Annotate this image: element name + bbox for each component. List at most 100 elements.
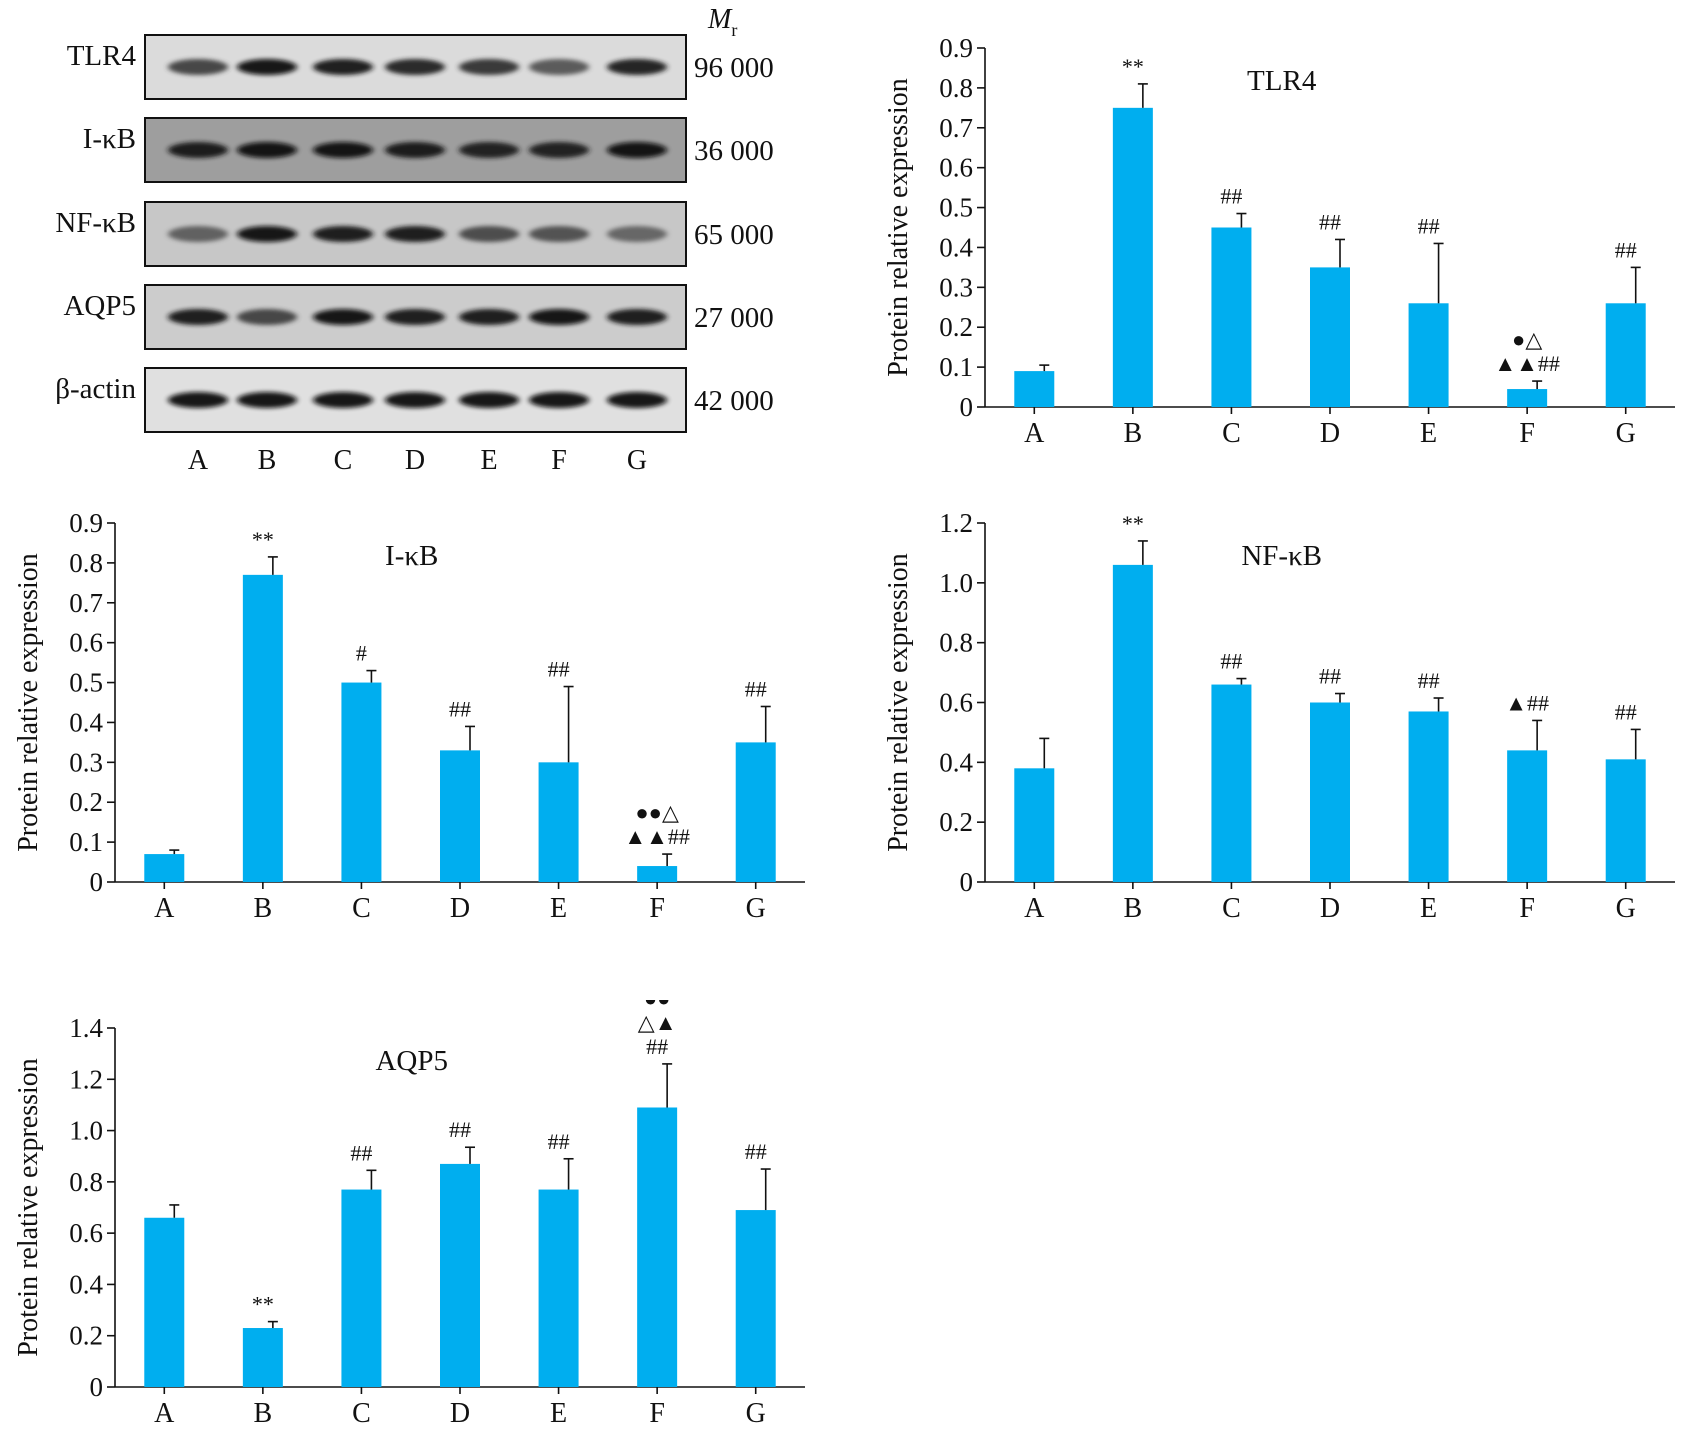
bar (1408, 711, 1449, 882)
blot-row: β-actin 42 000 (55, 367, 774, 433)
y-axis-label: Protein relative expression (883, 78, 914, 377)
blot-band (529, 59, 589, 75)
blot-band (385, 392, 445, 408)
blot-band (237, 226, 297, 242)
chart-title: AQP5 (375, 1045, 448, 1077)
y-tick-label: 0.4 (939, 232, 973, 262)
blot-band (313, 309, 373, 325)
x-tick-label: C (352, 1398, 371, 1429)
aqp5-bar-chart: Protein relative expression 0 0.2 0.4 0.6 0.8… (13, 1000, 805, 1429)
bar (242, 1328, 283, 1387)
y-tick-label: 0.3 (69, 747, 103, 777)
y-tick-label: 0.7 (69, 588, 103, 618)
y-tick-label: 0.1 (69, 827, 103, 857)
bar (637, 1107, 678, 1387)
x-tick-label: A (1024, 893, 1045, 924)
x-tick-label: F (649, 893, 665, 924)
blot-band (459, 309, 519, 325)
bar (1310, 702, 1350, 882)
blot-band (607, 226, 667, 242)
bar (637, 866, 678, 882)
x-tick-label: F (1519, 893, 1535, 924)
significance-label: ## (745, 676, 767, 701)
bar (735, 1210, 776, 1387)
significance-label: ## (350, 1140, 372, 1165)
significance-label: ▲▲## (624, 824, 690, 849)
significance-label: ●●△ (635, 800, 679, 825)
significance-label: △▲ (638, 1010, 677, 1035)
blot-row-label: NF-κB (55, 207, 136, 239)
significance-label: ## (646, 1034, 668, 1059)
bar (1211, 227, 1252, 407)
significance-label: ## (1418, 668, 1440, 693)
significance-label: ▲## (1505, 690, 1549, 715)
blot-band (607, 309, 667, 325)
significance-label: ** (252, 1292, 274, 1317)
significance-label: ## (548, 657, 570, 682)
blot-band (168, 59, 228, 75)
y-tick-label: 0.6 (939, 153, 973, 183)
x-tick-label: C (1222, 893, 1241, 924)
bar (1014, 371, 1055, 407)
bar (1112, 564, 1153, 882)
bar (538, 1189, 579, 1387)
y-tick-label: 0.5 (69, 668, 103, 698)
x-tick-label: E (550, 893, 567, 924)
x-tick-label: A (154, 1398, 175, 1429)
y-tick-label: 1.2 (939, 508, 973, 538)
x-tick-label: F (1519, 418, 1535, 449)
y-tick-label: 0.4 (69, 707, 103, 737)
blot-row: I-κB 36 000 (83, 117, 774, 183)
blot-lane-label: F (551, 445, 567, 476)
blot-band (385, 59, 445, 75)
significance-label: ## (1615, 237, 1637, 262)
significance-label: ## (1319, 664, 1341, 689)
y-tick-label: 0 (90, 867, 104, 897)
y-tick-label: 0.8 (939, 73, 973, 103)
blot-row-label: I-κB (83, 123, 136, 155)
y-tick-label: 0 (960, 867, 974, 897)
blot-band (168, 142, 228, 158)
x-tick-label: D (1320, 418, 1340, 449)
blot-band (237, 59, 297, 75)
bar (341, 682, 382, 882)
y-tick-label: 0.1 (939, 352, 973, 382)
significance-label: ## (449, 1117, 471, 1142)
blot-band (168, 309, 228, 325)
y-tick-label: 0 (90, 1372, 104, 1402)
bar (1014, 768, 1055, 882)
blot-band (237, 392, 297, 408)
significance-label: ●● (644, 1000, 671, 1011)
y-tick-label: 0.2 (69, 787, 103, 817)
bar (144, 1217, 185, 1387)
x-tick-label: B (1124, 893, 1143, 924)
x-tick-label: B (254, 893, 273, 924)
x-tick-label: D (450, 893, 470, 924)
blot-band (168, 226, 228, 242)
y-tick-label: 0.9 (939, 33, 973, 63)
blot-band (313, 392, 373, 408)
y-tick-label: 0.6 (69, 628, 103, 658)
y-tick-label: 0.2 (69, 1321, 103, 1351)
blot-band (459, 59, 519, 75)
western-blot-panel: TLR4 96 000 I-κB 36 000 NF-κB 65 000 AQP5 27 00… (55, 4, 774, 476)
blot-lane-label: B (258, 445, 277, 476)
y-tick-label: 0.6 (69, 1218, 103, 1248)
bar (1507, 750, 1548, 882)
x-tick-label: E (550, 1398, 567, 1429)
bar (1408, 303, 1449, 407)
bar (1605, 759, 1646, 882)
significance-label: ## (1220, 184, 1242, 209)
x-tick-label: D (450, 1398, 470, 1429)
significance-label: ** (1122, 54, 1144, 79)
blot-mr-value: 42 000 (694, 385, 774, 417)
y-tick-label: 0.8 (69, 548, 103, 578)
chart-title: TLR4 (1247, 65, 1317, 97)
blot-band (313, 59, 373, 75)
y-tick-label: 0.7 (939, 113, 973, 143)
y-tick-label: 0.2 (939, 807, 973, 837)
bar (242, 574, 283, 882)
y-tick-label: 0.3 (939, 272, 973, 302)
bar (1507, 389, 1548, 407)
significance-label: ## (449, 696, 471, 721)
